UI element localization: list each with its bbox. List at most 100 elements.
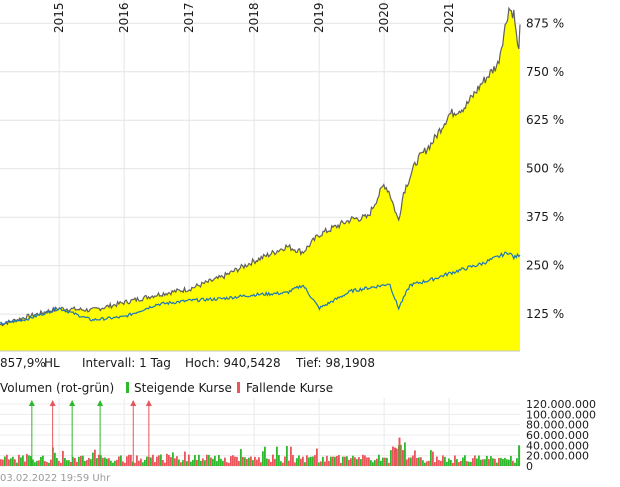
volume-bar: [166, 453, 168, 466]
volume-bar: [364, 455, 366, 466]
volume-bar: [144, 460, 146, 466]
volume-bar: [216, 461, 218, 466]
volume-y-tick-label: 120.000.000: [526, 398, 596, 411]
y-tick-label: 125 %: [526, 307, 564, 321]
volume-bar: [154, 462, 156, 466]
volume-bar: [96, 458, 98, 466]
volume-bar: [458, 462, 460, 466]
volume-bar: [466, 461, 468, 466]
volume-y-tick-label: 40.000.000: [526, 439, 589, 452]
volume-arrow-head: [130, 400, 137, 406]
volume-bar: [68, 460, 70, 466]
volume-bar: [150, 457, 152, 466]
volume-bar: [184, 451, 186, 466]
volume-bar: [36, 460, 38, 466]
volume-bar: [220, 458, 222, 466]
volume-bar: [42, 455, 44, 466]
down-legend-swatch: [237, 382, 240, 393]
y-tick-label: 375 %: [526, 210, 564, 224]
volume-bar: [512, 460, 514, 466]
volume-bar: [378, 454, 380, 466]
volume-bar: [406, 459, 408, 466]
volume-bar: [182, 460, 184, 466]
volume-bar: [492, 458, 494, 466]
volume-bar: [290, 446, 292, 466]
volume-bar: [506, 459, 508, 466]
volume-bar: [494, 458, 496, 466]
volume-bar: [100, 455, 102, 466]
x-tick-label: 2015: [52, 2, 66, 33]
volume-bar: [86, 460, 88, 466]
volume-bar: [472, 458, 474, 466]
volume-bar: [152, 454, 154, 466]
volume-bar: [380, 460, 382, 466]
volume-bar: [160, 454, 162, 466]
volume-bar: [448, 458, 450, 466]
volume-bar: [424, 462, 426, 466]
volume-bar: [334, 456, 336, 466]
volume-bar: [386, 457, 388, 466]
volume-bar: [316, 448, 318, 466]
volume-bar: [442, 455, 444, 466]
volume-bar-peak: [394, 447, 397, 466]
volume-bar: [338, 454, 340, 466]
high-label: Hoch: 940,5428: [185, 356, 281, 370]
volume-bar: [390, 450, 392, 466]
volume-bar: [360, 459, 362, 466]
volume-bar: [314, 455, 316, 466]
volume-bar: [330, 456, 332, 466]
volume-bar: [476, 458, 478, 466]
y-axis-ticks: 125 % 250 % 375 % 500 % 625 % 750 % 875 %: [526, 16, 564, 321]
y-tick-label: 625 %: [526, 113, 564, 127]
volume-bar: [436, 456, 438, 466]
volume-bar: [126, 456, 128, 466]
volume-bar: [418, 457, 420, 466]
volume-bar: [88, 457, 90, 466]
volume-bar: [480, 459, 482, 466]
volume-bar: [502, 459, 504, 466]
volume-bar: [156, 456, 158, 466]
volume-bar: [308, 457, 310, 466]
volume-bar: [228, 462, 230, 466]
volume-bar: [104, 457, 106, 466]
volume-bar: [408, 457, 410, 466]
volume-bar: [278, 455, 280, 466]
volume-bar: [168, 455, 170, 466]
volume-bar: [482, 459, 484, 466]
volume-bar: [324, 461, 326, 466]
volume-bar: [188, 454, 190, 466]
volume-bar: [368, 457, 370, 466]
volume-arrow-head: [69, 400, 76, 406]
volume-bar: [112, 462, 114, 466]
volume-bar: [24, 461, 26, 466]
volume-bar: [28, 455, 30, 466]
volume-bar: [62, 450, 64, 466]
volume-bar: [186, 461, 188, 466]
volume-bar: [82, 455, 84, 466]
volume-y-tick-label: 80.000.000: [526, 419, 589, 432]
volume-bar: [34, 462, 36, 466]
volume-bar: [254, 456, 256, 466]
volume-bar: [508, 459, 510, 466]
volume-bar: [468, 461, 470, 466]
volume-bar: [6, 454, 8, 466]
volume-bar: [8, 459, 10, 466]
volume-bar: [164, 462, 166, 466]
volume-bar: [516, 458, 518, 466]
volume-bar: [238, 460, 240, 466]
volume-bar: [376, 458, 378, 466]
volume-bar: [460, 461, 462, 466]
volume-bar: [274, 458, 276, 466]
volume-bar: [66, 460, 68, 466]
volume-bar: [298, 455, 300, 466]
volume-bar: [78, 456, 80, 466]
volume-bar: [108, 458, 110, 466]
volume-bar: [438, 460, 440, 466]
volume-bar: [356, 459, 358, 466]
volume-bar: [130, 454, 132, 466]
volume-bar: [414, 450, 416, 466]
volume-bar: [450, 460, 452, 466]
volume-bar: [204, 460, 206, 466]
volume-bar: [58, 460, 60, 466]
y-tick-label: 875 %: [526, 16, 564, 30]
